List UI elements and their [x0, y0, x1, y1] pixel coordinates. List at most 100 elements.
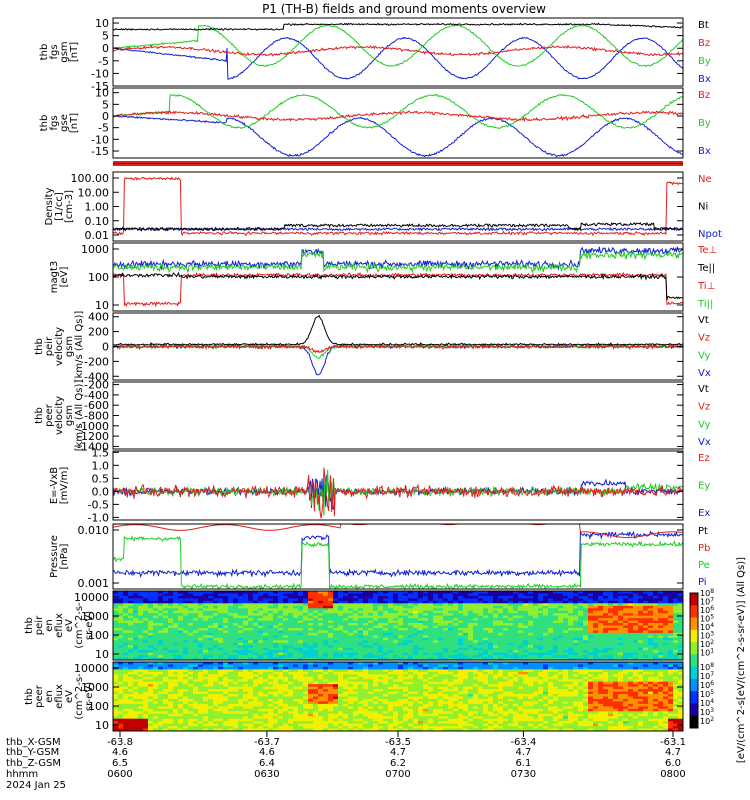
spectrogram-cell: [303, 664, 309, 668]
spectrogram-cell: [408, 618, 414, 622]
spectrogram-cell: [348, 591, 354, 594]
spectrogram-cell: [128, 605, 134, 609]
spectrogram-cell: [218, 696, 224, 700]
spectrogram-cell: [208, 647, 214, 651]
spectrogram-cell: [168, 723, 174, 727]
spectrogram-cell: [258, 694, 264, 697]
ytick-label: 0: [102, 110, 109, 123]
spectrogram-cell: [218, 625, 224, 629]
spectrogram-cell: [623, 650, 629, 654]
spectrogram-cell: [398, 595, 404, 599]
spectrogram-cell: [658, 630, 664, 634]
spectrogram-cell: [328, 640, 334, 644]
spectrogram-cell: [673, 650, 679, 654]
spectrogram-cell: [168, 679, 174, 683]
ytick-label: 200: [88, 326, 109, 339]
spectrogram-cell: [468, 625, 474, 629]
spectrogram-cell: [248, 674, 254, 678]
spectrogram-cell: [583, 642, 589, 646]
spectrogram-cell: [178, 691, 184, 695]
spectrogram-cell: [593, 640, 599, 644]
spectrogram-cell: [378, 669, 384, 673]
spectrogram-cell: [568, 613, 574, 617]
spectrogram-cell: [308, 632, 314, 636]
spectrogram-cell: [318, 630, 324, 634]
spectrogram-cell: [373, 679, 379, 683]
spectrogram-cell: [233, 664, 239, 668]
spectrogram-cell: [203, 696, 209, 700]
spectrogram-cell: [393, 640, 399, 644]
spectrogram-cell: [433, 645, 439, 649]
spectrogram-cell: [263, 708, 269, 712]
ytick-label: 0: [102, 42, 109, 55]
spectrogram-cell: [193, 608, 199, 612]
spectrogram-cell: [223, 618, 229, 622]
spectrogram-cell: [148, 694, 154, 697]
spectrogram-cell: [328, 618, 334, 622]
spectrogram-cell: [303, 706, 309, 710]
spectrogram-cell: [603, 657, 609, 661]
spectrogram-cell: [278, 650, 284, 654]
spectrogram-cell: [678, 598, 684, 602]
spectrogram-cell: [223, 674, 229, 678]
spectrogram-cell: [448, 632, 454, 636]
spectrogram-cell: [183, 666, 189, 670]
spectrogram-cell: [178, 696, 184, 700]
spectrogram-cell: [118, 655, 124, 659]
spectrogram-cell: [133, 686, 139, 690]
spectrogram-cell: [403, 642, 409, 646]
spectrogram-cell: [518, 598, 524, 602]
spectrogram-cell: [383, 689, 389, 693]
spectrogram-cell: [283, 691, 289, 695]
spectrogram-cell: [203, 723, 209, 727]
spectrogram-cell: [148, 623, 154, 626]
spectrogram-cell: [158, 645, 164, 649]
spectrogram-cell: [223, 669, 229, 673]
spectrogram-cell: [303, 723, 309, 727]
spectrogram-cell: [253, 647, 259, 651]
spectrogram-cell: [558, 618, 564, 622]
spectrogram-cell: [353, 679, 359, 683]
spectrogram-cell: [288, 696, 294, 700]
spectrogram-cell: [483, 605, 489, 609]
spectrogram-cell: [263, 664, 269, 668]
spectrogram-cell: [143, 721, 149, 725]
spectrogram-cell: [378, 676, 384, 680]
spectrogram-cell: [333, 632, 339, 636]
spectrogram-cell: [128, 637, 134, 641]
spectrogram-cell: [273, 726, 279, 730]
spectrogram-cell: [303, 669, 309, 673]
spectrogram-cell: [183, 662, 189, 665]
spectrogram-cell: [308, 671, 314, 675]
spectrogram-cell: [638, 613, 644, 617]
spectrogram-cell: [583, 645, 589, 649]
spectrogram-cell: [158, 595, 164, 599]
spectrogram-cell: [143, 701, 149, 705]
spectrogram-cell: [298, 689, 304, 693]
spectrogram-cell: [448, 647, 454, 651]
spectrogram-cell: [658, 620, 664, 624]
spectrogram-cell: [493, 640, 499, 644]
spectrogram-cell: [273, 716, 279, 720]
spectrogram-cell: [553, 652, 559, 656]
spectrogram-cell: [128, 630, 134, 634]
spectrogram-cell: [533, 608, 539, 612]
spectrogram-cell: [568, 600, 574, 604]
spectrogram-cell: [248, 679, 254, 683]
spectrogram-cell: [653, 613, 659, 617]
spectrogram-cell: [243, 595, 249, 599]
spectrogram-cell: [128, 689, 134, 693]
spectrogram-cell: [263, 711, 269, 715]
spectrogram-cell: [563, 630, 569, 634]
spectrogram-cell: [283, 718, 289, 722]
spectrogram-cell: [533, 637, 539, 641]
spectrogram-cell: [208, 618, 214, 622]
spectrogram-cell: [298, 630, 304, 634]
spectrogram-cell: [233, 618, 239, 622]
spectrogram-cell: [168, 593, 174, 597]
spectrogram-cell: [383, 657, 389, 661]
spectrogram-cell: [553, 613, 559, 617]
spectrogram-cell: [413, 645, 419, 649]
spectrogram-cell: [318, 652, 324, 656]
